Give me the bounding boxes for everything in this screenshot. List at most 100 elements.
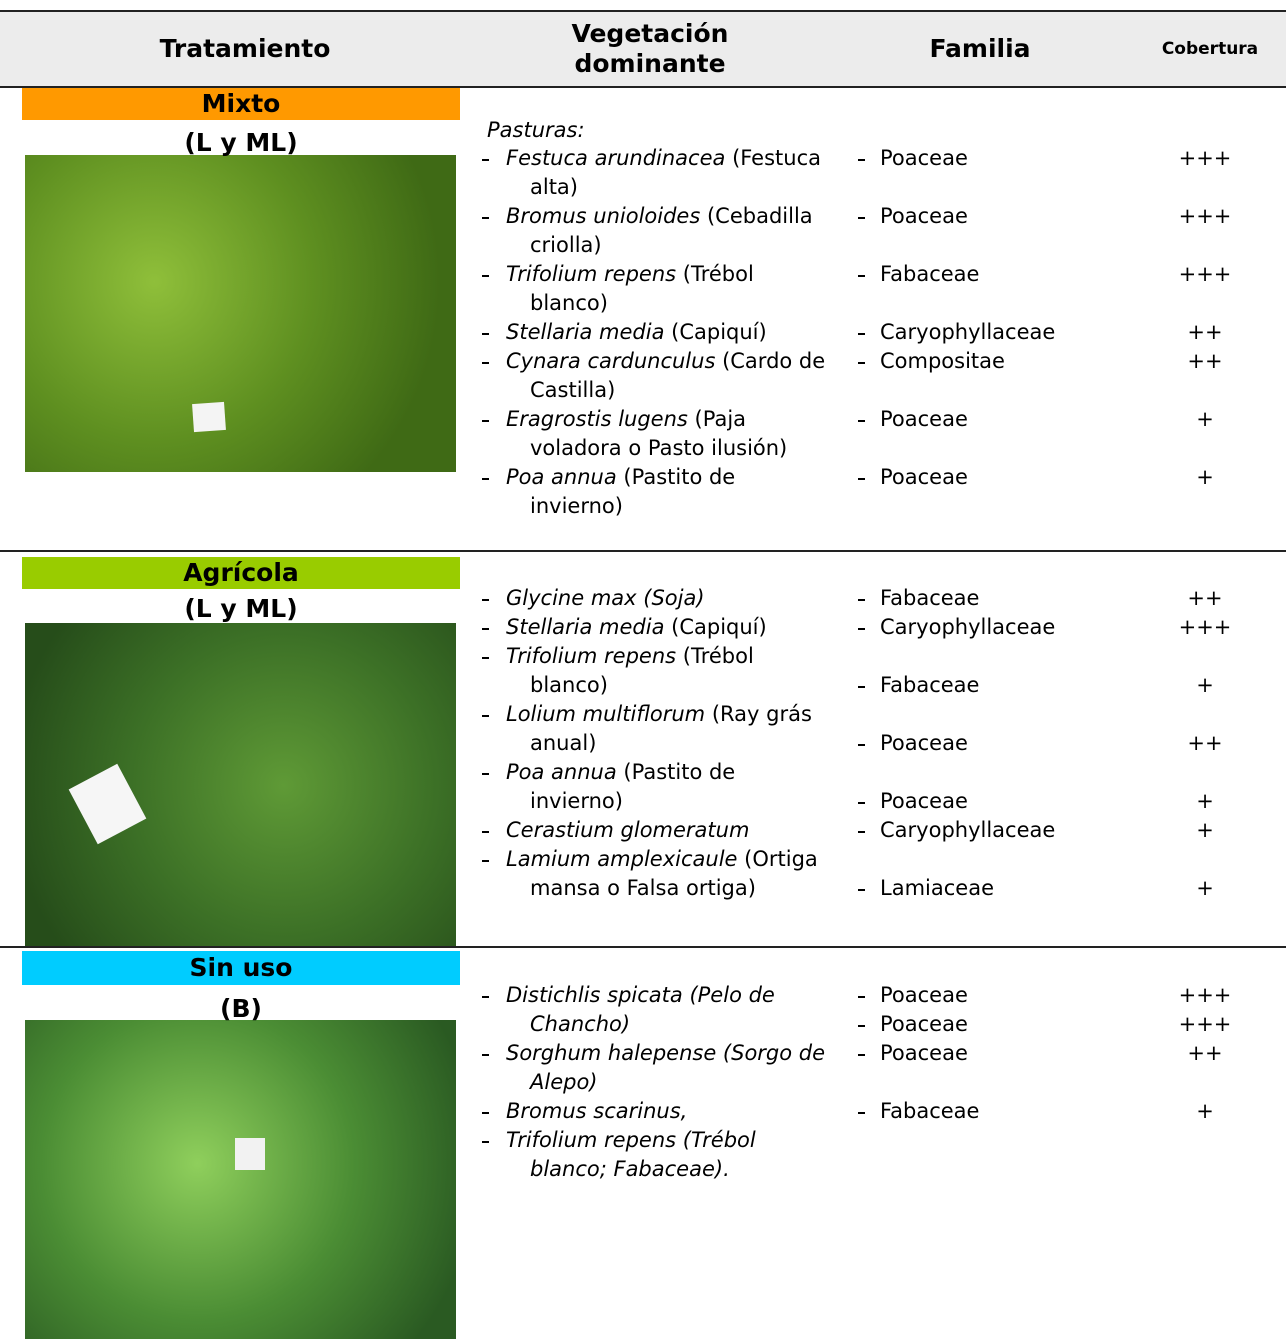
family: Fabaceae: [880, 1099, 980, 1123]
family: Poaceae: [880, 146, 968, 170]
list-dash: [482, 1112, 489, 1114]
common-name: (Pastito de invierno): [530, 465, 736, 518]
species-entry: Cynara cardunculus (Cardo de Castilla): [482, 347, 830, 405]
species-name: Trifolium repens (Trébol blanco; Fabacea…: [506, 1128, 756, 1181]
photo-tag: [192, 401, 226, 433]
coverage: +++: [1178, 146, 1232, 170]
species-name: Bromus scarinus,: [506, 1099, 688, 1123]
list-dash: [482, 362, 489, 364]
species-name: Lamium amplexicaule: [506, 847, 738, 871]
list-dash: [858, 333, 865, 335]
species-name: Bromus unioloides: [506, 204, 701, 228]
coverage: +: [1196, 407, 1214, 431]
column-header: Tratamiento: [159, 34, 331, 63]
treatment-code: (L y ML): [184, 594, 298, 623]
photo: [25, 623, 456, 948]
family: Poaceae: [880, 465, 968, 489]
species-name: Stellaria media: [506, 615, 665, 639]
species-entry: Lolium multiflorum (Ray grás anual): [482, 700, 830, 758]
species-entry: Lamium amplexicaule (Ortiga mansa o Fals…: [482, 845, 830, 903]
table-header: Tratamiento Vegetación dominante Familia…: [0, 10, 1286, 88]
photo-tag: [68, 763, 147, 845]
species-entry: Trifolium repens (Trébol blanco): [482, 260, 830, 318]
family: Compositae: [880, 349, 1005, 373]
list-dash: [858, 217, 865, 219]
common-name: (Pastito de invierno): [530, 760, 736, 813]
coverage: ++: [1187, 731, 1223, 755]
list-dash: [482, 159, 489, 161]
coverage: +++: [1178, 983, 1232, 1007]
species-entry: Stellaria media (Capiquí): [482, 318, 830, 347]
species-name: Lolium multiflorum: [506, 702, 706, 726]
family: Poaceae: [880, 731, 968, 755]
species-name: Glycine max (Soja): [506, 586, 705, 610]
family: Fabaceae: [880, 673, 980, 697]
species-name: Trifolium repens: [506, 262, 677, 286]
family: Poaceae: [880, 983, 968, 1007]
list-dash: [482, 275, 489, 277]
species-name: Stellaria media: [506, 320, 665, 344]
common-name: (Ortiga mansa o Falsa ortiga): [530, 847, 818, 900]
row-divider: [0, 946, 1286, 948]
list-dash: [482, 996, 489, 998]
species-entry: Stellaria media (Capiquí): [482, 613, 830, 642]
coverage: ++: [1187, 320, 1223, 344]
treatment-label: Sin uso: [22, 951, 460, 985]
species-entry: Cerastium glomeratum: [482, 816, 830, 845]
list-dash: [482, 1054, 489, 1056]
common-name: (Cardo de Castilla): [530, 349, 826, 402]
coverage: ++: [1187, 586, 1223, 610]
family: Caryophyllaceae: [880, 320, 1056, 344]
column-header: Vegetación dominante: [571, 19, 729, 78]
coverage: +: [1196, 818, 1214, 842]
list-dash: [858, 889, 865, 891]
species-entry: Distichlis spicata (Pelo de Chancho): [482, 981, 830, 1039]
treatment-code: (B): [220, 994, 262, 1023]
list-dash: [858, 159, 865, 161]
species-name: Festuca arundinacea: [506, 146, 726, 170]
common-name: (Festuca alta): [530, 146, 822, 199]
list-dash: [858, 686, 865, 688]
species-name: Cerastium glomeratum: [506, 818, 750, 842]
list-dash: [482, 657, 489, 659]
list-dash: [482, 333, 489, 335]
coverage: +++: [1178, 204, 1232, 228]
list-dash: [858, 275, 865, 277]
coverage: +++: [1178, 615, 1232, 639]
species-entry: Bromus unioloides (Cebadilla criolla): [482, 202, 830, 260]
species-entry: Trifolium repens (Trébol blanco): [482, 642, 830, 700]
list-dash: [482, 217, 489, 219]
list-dash: [858, 744, 865, 746]
family: Lamiaceae: [880, 876, 994, 900]
list-dash: [482, 773, 489, 775]
list-dash: [482, 860, 489, 862]
list-dash: [482, 831, 489, 833]
treatment-label: Mixto: [22, 88, 460, 120]
list-dash: [858, 420, 865, 422]
family: Poaceae: [880, 407, 968, 431]
common-name: (Capiquí): [671, 320, 767, 344]
species-name: Trifolium repens: [506, 644, 677, 668]
species-name: Sorghum halepense (Sorgo de Alepo): [506, 1041, 826, 1094]
common-name: (Trébol blanco): [530, 644, 754, 697]
list-dash: [482, 628, 489, 630]
list-dash: [858, 1025, 865, 1027]
species-entry: Glycine max (Soja): [482, 584, 830, 613]
treatment-code: (L y ML): [184, 128, 298, 157]
species-entry: Sorghum halepense (Sorgo de Alepo): [482, 1039, 830, 1097]
coverage: +: [1196, 465, 1214, 489]
species-entry: Poa annua (Pastito de invierno): [482, 758, 830, 816]
list-dash: [858, 996, 865, 998]
list-dash: [482, 715, 489, 717]
list-dash: [858, 1112, 865, 1114]
family: Poaceae: [880, 1041, 968, 1065]
species-entry: Poa annua (Pastito de invierno): [482, 463, 830, 521]
coverage: +: [1196, 1099, 1214, 1123]
common-name: (Ray grás anual): [530, 702, 812, 755]
family: Fabaceae: [880, 586, 980, 610]
coverage: +++: [1178, 262, 1232, 286]
row-divider: [0, 550, 1286, 552]
list-dash: [858, 599, 865, 601]
list-dash: [482, 1141, 489, 1143]
list-intro: Pasturas:: [487, 118, 585, 142]
